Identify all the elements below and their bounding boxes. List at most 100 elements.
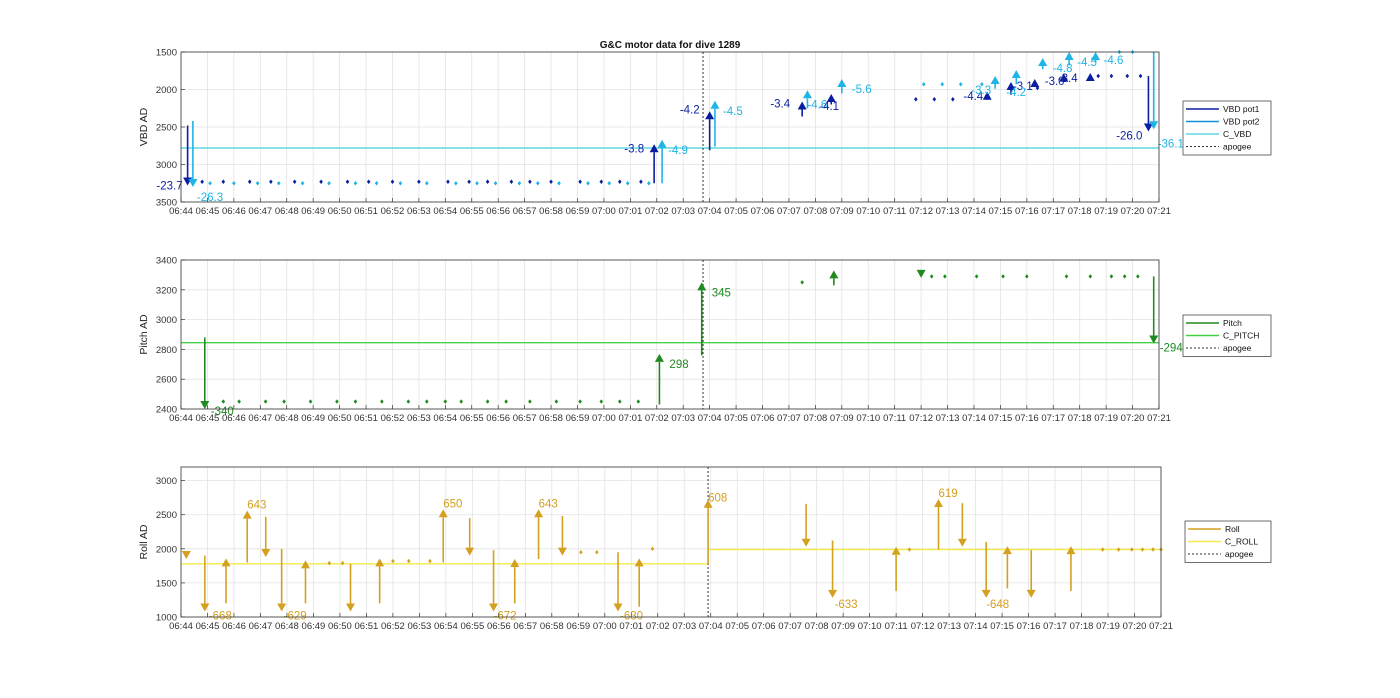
data-point xyxy=(467,179,471,184)
legend-box xyxy=(1182,100,1272,156)
data-point xyxy=(353,181,358,186)
x-tick-label: 07:15 xyxy=(990,621,1014,632)
data-point xyxy=(475,181,479,186)
data-point xyxy=(1096,73,1101,79)
x-tick-label: 07:11 xyxy=(883,413,906,424)
data-point xyxy=(319,179,323,184)
vbd-x-axis: 06:44 06:45 06:46 06:47 06:48 06:49 06:50 06:51… xyxy=(169,198,1171,217)
move-arrow-head xyxy=(1006,82,1016,90)
data-point xyxy=(485,399,490,404)
x-tick-label: 06:53 xyxy=(407,206,431,217)
x-tick-label: 07:02 xyxy=(645,413,669,424)
vbd-series-vbd-pot2 xyxy=(208,49,1135,186)
legend-label: VBD pot2 xyxy=(1223,117,1260,127)
vbd-chart: -23.7-26.3-3.8 -4.9-4.2 -4.5-3.4 -4.6-4.1-5… xyxy=(138,48,1272,217)
roll-x-axis: 06:44 06:45 06:46 06:47 06:48 06:49 06:50 06:51… xyxy=(169,613,1173,632)
x-tick-label: 06:54 xyxy=(433,206,457,217)
move-arrow-head xyxy=(557,547,567,556)
pitch-y-axis: 2400 2600 2800 3000 3200 3400 xyxy=(156,256,185,416)
data-point xyxy=(579,550,583,555)
x-tick-label: 06:58 xyxy=(539,206,563,217)
x-tick-label: 06:56 xyxy=(486,206,510,217)
data-point xyxy=(504,399,508,404)
arrow-value-label: -4.2 xyxy=(680,104,700,116)
data-point xyxy=(974,274,979,279)
x-tick-label: 07:11 xyxy=(885,621,908,632)
data-point xyxy=(406,399,411,404)
data-point xyxy=(599,399,604,404)
x-tick-label: 06:56 xyxy=(486,413,510,424)
data-point xyxy=(277,181,281,186)
move-arrow-head xyxy=(300,560,310,569)
x-tick-label: 07:13 xyxy=(936,206,960,217)
x-tick-label: 06:45 xyxy=(196,206,220,217)
data-point xyxy=(1064,274,1069,279)
data-point xyxy=(557,181,561,186)
data-point xyxy=(340,560,345,566)
data-point xyxy=(1100,547,1105,552)
x-tick-label: 07:09 xyxy=(831,621,855,632)
x-tick-label: 06:47 xyxy=(249,621,273,632)
arrow-value-label: -26.0 xyxy=(1116,131,1142,143)
move-arrow-head xyxy=(710,100,720,109)
data-point xyxy=(617,399,622,404)
x-tick-label: 06:55 xyxy=(460,621,484,632)
data-point xyxy=(932,97,937,102)
arrow-value-label: -4.9 xyxy=(668,145,688,157)
arrow-value-label: -4.2 xyxy=(1006,87,1026,99)
x-tick-label: 06:47 xyxy=(248,413,272,424)
move-arrow-head xyxy=(1038,58,1048,66)
data-point xyxy=(345,179,350,184)
arrow-value-label: -5.6 xyxy=(852,84,872,96)
x-tick-label: 07:06 xyxy=(751,413,775,424)
roll-y-axis: 1000 1500 2000 2500 3000 xyxy=(156,476,185,624)
data-point xyxy=(459,399,463,404)
data-point xyxy=(528,399,532,404)
data-point xyxy=(269,179,273,184)
x-tick-label: 06:51 xyxy=(355,621,379,632)
y-tick-label: 3000 xyxy=(156,315,177,326)
arrow-value-label: 619 xyxy=(939,488,958,500)
roll-plot-area xyxy=(181,467,1161,617)
data-point xyxy=(1138,73,1143,79)
x-tick-label: 07:10 xyxy=(858,621,882,632)
x-tick-label: 06:44 xyxy=(169,206,193,217)
move-arrow-head xyxy=(375,558,385,567)
x-tick-label: 07:04 xyxy=(698,206,722,217)
x-tick-label: 07:12 xyxy=(909,413,933,424)
figure-title: G&C motor data for dive 1289 xyxy=(600,40,741,51)
data-point xyxy=(1109,73,1114,79)
data-point xyxy=(232,181,236,186)
data-point xyxy=(425,399,429,404)
move-arrow-head xyxy=(188,179,198,187)
move-arrow-head xyxy=(1091,52,1101,60)
data-point xyxy=(327,181,331,186)
legend-label: apogee xyxy=(1223,343,1252,353)
legend-label: apogee xyxy=(1223,142,1252,152)
y-tick-label: 2500 xyxy=(156,510,177,521)
x-tick-label: 07:21 xyxy=(1147,206,1171,217)
data-point xyxy=(907,547,912,552)
move-arrow-head xyxy=(802,90,812,99)
data-point xyxy=(578,179,582,184)
data-point xyxy=(374,181,379,186)
roll-y-axis-label: Roll AD xyxy=(138,524,150,559)
legend-label: Pitch xyxy=(1223,318,1242,328)
x-tick-label: 06:46 xyxy=(222,206,246,217)
data-point xyxy=(586,181,590,186)
legend-label: Roll xyxy=(1225,524,1240,534)
x-tick-label: 07:20 xyxy=(1121,413,1145,424)
data-point xyxy=(335,399,339,404)
arrow-value-label: -4.4 xyxy=(963,91,983,103)
arrow-value-label: 345 xyxy=(712,287,731,299)
x-tick-label: 07:03 xyxy=(672,621,696,632)
x-tick-label: 06:49 xyxy=(301,413,325,424)
data-point xyxy=(607,181,612,186)
data-point xyxy=(327,560,332,566)
x-tick-label: 06:48 xyxy=(275,206,299,217)
legend-label: VBD pot1 xyxy=(1223,104,1260,114)
